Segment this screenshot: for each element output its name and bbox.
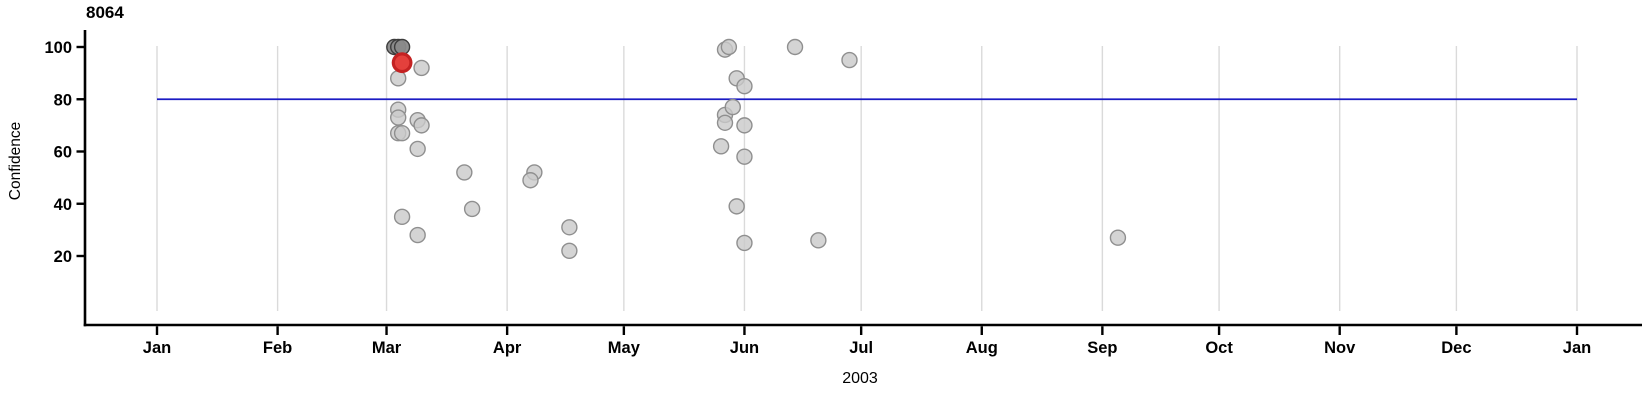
data-point[interactable] — [724, 98, 741, 116]
y-tick-label: 60 — [54, 144, 72, 162]
data-point[interactable] — [810, 232, 827, 249]
chart-title: 8064 — [86, 3, 124, 22]
x-tick-label: Sep — [1087, 339, 1117, 357]
highlighted-data-point[interactable] — [391, 52, 413, 74]
data-point[interactable] — [413, 59, 430, 77]
data-point[interactable] — [786, 38, 804, 56]
data-point[interactable] — [413, 117, 430, 134]
data-point[interactable] — [393, 208, 411, 226]
data-point[interactable] — [561, 219, 578, 236]
y-tick-label: 40 — [54, 196, 72, 214]
data-point[interactable] — [463, 200, 481, 218]
x-tick-label: Dec — [1441, 339, 1471, 357]
data-point[interactable] — [1109, 229, 1127, 246]
x-tick-label: May — [608, 339, 641, 357]
data-point[interactable] — [736, 77, 753, 95]
x-tick-label: Jan — [143, 339, 171, 357]
x-axis-title: 2003 — [842, 370, 878, 387]
data-point[interactable] — [736, 148, 753, 165]
data-point[interactable] — [561, 242, 578, 259]
data-point[interactable] — [456, 164, 473, 181]
x-tick-label: Nov — [1324, 339, 1356, 357]
x-tick-label: Apr — [493, 339, 522, 357]
data-point[interactable] — [716, 114, 734, 131]
y-tick-label: 100 — [44, 39, 72, 57]
data-point[interactable] — [841, 51, 858, 69]
data-point[interactable] — [390, 109, 407, 126]
data-point[interactable] — [728, 198, 745, 215]
x-tick-label: Jan — [1563, 339, 1591, 357]
overlapped-data-point[interactable] — [393, 38, 411, 56]
data-point[interactable] — [736, 117, 753, 134]
x-tick-label: Mar — [372, 339, 402, 357]
x-tick-label: Jul — [849, 339, 873, 357]
x-tick-label: Feb — [263, 339, 292, 357]
data-point[interactable] — [736, 234, 753, 252]
data-point[interactable] — [409, 226, 426, 244]
x-tick-label: Oct — [1205, 339, 1233, 357]
x-tick-label: Aug — [966, 339, 998, 357]
data-point[interactable] — [522, 172, 539, 189]
y-tick-label: 20 — [54, 248, 72, 266]
y-tick-label: 80 — [54, 91, 72, 109]
x-tick-label: Jun — [730, 339, 759, 357]
data-point[interactable] — [409, 140, 426, 158]
data-point[interactable] — [390, 70, 407, 87]
data-point[interactable] — [712, 138, 730, 155]
data-point[interactable] — [393, 125, 411, 142]
data-point[interactable] — [720, 38, 738, 56]
